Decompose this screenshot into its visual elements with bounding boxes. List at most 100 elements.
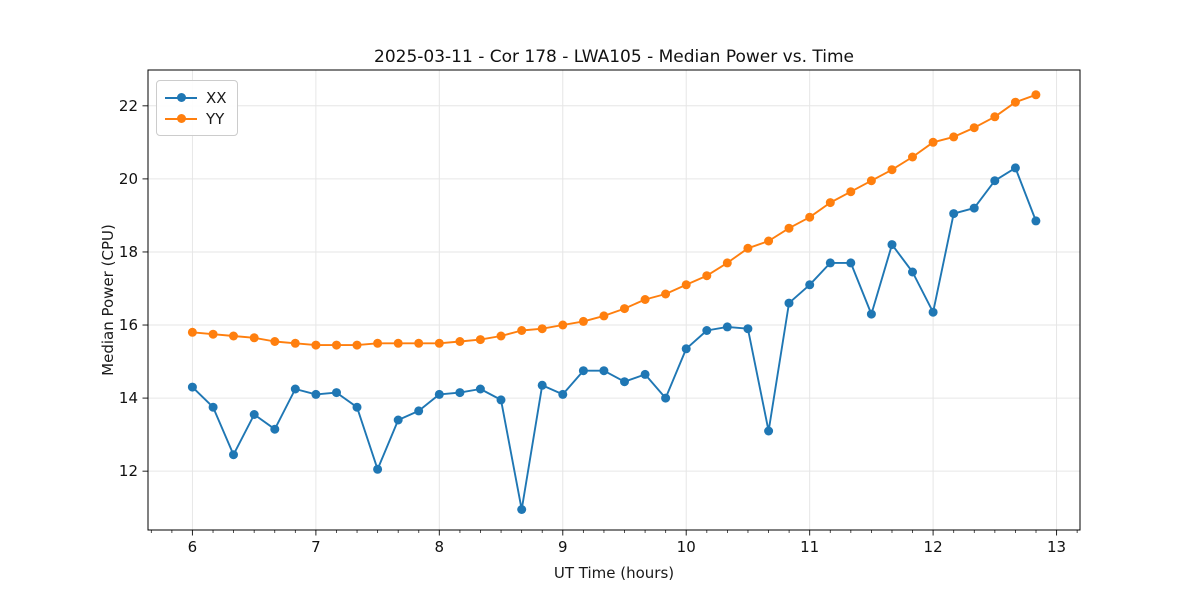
data-point-xx [558,389,568,399]
data-point-xx [908,267,917,277]
x-tick-label: 10 [677,538,696,556]
data-point-yy [661,289,671,299]
data-point-xx [1031,216,1041,226]
data-point-yy [620,304,629,314]
data-point-xx [311,389,321,399]
data-point-yy [393,338,403,348]
series-line-xx [191,166,1037,511]
legend-entry-yy: YY [165,108,227,129]
data-point-yy [414,338,424,348]
data-point-xx [825,258,835,268]
data-point-yy [969,123,979,133]
y-tick-label: 14 [119,389,138,407]
x-tick-label: 11 [800,538,819,556]
data-point-xx [928,307,938,317]
x-tick-label: 7 [311,538,321,556]
data-point-yy [517,326,527,335]
data-point-xx [249,410,259,419]
legend-entry-xx: XX [165,87,227,108]
legend-dot-yy [176,114,186,123]
data-point-yy [249,333,259,343]
data-point-xx [578,366,588,376]
data-point-yy [949,132,959,142]
data-point-xx [1010,163,1020,173]
data-point-yy [229,331,238,341]
data-point-xx [743,324,753,334]
data-point-xx [496,395,506,405]
data-point-yy [578,316,588,326]
data-point-yy [681,280,691,290]
data-point-xx [332,388,341,398]
data-point-yy [764,236,774,246]
data-point-xx [764,426,774,436]
legend-label-yy: YY [206,109,225,128]
x-tick-label: 12 [924,538,943,556]
y-axis-label: Median Power (CPU) [99,224,117,376]
data-point-xx [270,424,280,434]
data-point-xx [949,209,959,219]
data-point-xx [866,309,876,319]
chart-title: 2025-03-11 - Cor 178 - LWA105 - Median P… [374,47,854,67]
data-point-xx [784,298,794,308]
data-point-yy [1010,97,1020,107]
data-point-yy [537,324,547,334]
data-point-yy [187,327,197,337]
y-tick-label: 12 [119,462,138,480]
y-tick-label: 18 [119,243,138,261]
data-point-xx [990,176,1000,186]
data-point-xx [846,258,856,268]
data-point-yy [887,165,897,175]
legend-label-xx: XX [206,88,227,107]
data-point-yy [908,152,917,162]
data-point-xx [640,369,650,379]
data-point-xx [805,280,815,290]
x-tick-label: 6 [188,538,198,556]
data-point-yy [455,337,465,346]
data-point-yy [475,335,485,345]
data-point-xx [352,402,362,412]
legend-line-marker-icon [165,114,197,123]
data-point-xx [414,406,424,416]
data-point-xx [681,344,691,354]
data-point-yy [270,337,280,346]
data-point-xx [537,380,547,390]
x-tick-label: 8 [435,538,445,556]
x-tick-label: 9 [558,538,568,556]
legend-line-marker-icon [165,93,197,102]
data-point-yy [990,112,1000,122]
data-point-xx [475,384,485,394]
data-point-xx [599,366,609,376]
data-point-xx [393,415,403,425]
data-point-yy [722,258,732,268]
data-point-yy [599,311,609,321]
data-point-yy [784,223,794,233]
data-point-xx [969,203,979,213]
data-point-xx [887,240,897,250]
data-point-yy [332,340,341,350]
data-point-yy [743,243,753,253]
data-point-xx [229,450,238,460]
plot-border [147,69,1081,531]
series-line-yy [192,93,1037,347]
data-point-yy [825,198,835,208]
data-point-yy [846,187,856,197]
y-tick-label: 20 [119,170,138,188]
data-point-yy [290,338,300,348]
data-point-yy [496,331,506,341]
legend-dot-xx [176,93,186,102]
data-point-yy [805,212,815,222]
x-tick-label: 13 [1047,538,1066,556]
data-point-yy [311,340,321,350]
data-point-yy [352,340,362,350]
data-point-yy [640,295,650,304]
data-point-xx [517,505,527,514]
data-point-xx [434,389,444,399]
data-point-xx [290,384,300,394]
data-point-xx [620,377,629,387]
data-point-yy [702,271,712,281]
data-point-xx [373,464,383,474]
data-point-yy [434,338,444,348]
data-point-xx [702,326,712,335]
data-point-yy [208,329,218,339]
